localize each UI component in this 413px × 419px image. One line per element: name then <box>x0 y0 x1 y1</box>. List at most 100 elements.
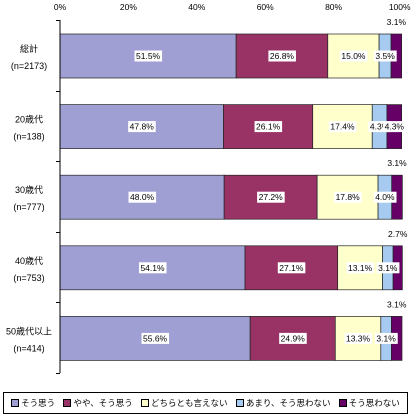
legend-label: あまり、そう思わない <box>245 398 331 408</box>
legend-label: どちらとも言えない <box>151 398 228 408</box>
stacked-bar-chart: 0% 20% 40% 60% 80% 100% 総計 (n=2173) 20歳代 (n=138) 3… <box>6 2 411 374</box>
data-label-background <box>373 50 397 62</box>
legend-item: やや、そう思う <box>63 397 133 409</box>
data-label-background <box>368 121 392 133</box>
data-label-background <box>134 50 163 62</box>
data-label: 55.6% <box>143 333 168 343</box>
data-label-background <box>383 121 406 133</box>
category-name: 30歳代 <box>15 184 43 195</box>
legend-swatch <box>235 399 244 407</box>
data-label-group: 4.3% <box>383 121 406 133</box>
data-label: 48.0% <box>130 192 155 202</box>
data-label-group: 3.1% <box>387 17 407 27</box>
data-label-group: 3.1% <box>387 299 407 309</box>
data-label-group: 24.9% <box>279 332 307 344</box>
data-label-group: 13.3% <box>344 332 373 344</box>
data-label: 26.1% <box>256 122 281 132</box>
x-tick-label: 40% <box>188 2 205 12</box>
data-label-group: 13.1% <box>346 262 375 274</box>
data-label: 3.1% <box>376 333 396 343</box>
category-label: 30歳代 (n=777) <box>13 184 44 212</box>
data-label-background <box>128 191 157 203</box>
category-label: 50歳代以上 (n=414) <box>6 325 52 353</box>
x-axis-ticks: 0% 20% 40% 60% 80% 100% <box>54 2 411 12</box>
legend-item: そう思わない <box>338 397 400 409</box>
legend-swatch <box>338 399 347 407</box>
data-label: 15.0% <box>341 51 366 61</box>
category-name: 20歳代 <box>15 114 43 125</box>
legend-label: やや、そう思う <box>73 398 133 408</box>
category-sample-size: (n=753) <box>13 273 44 283</box>
data-label-group: 26.1% <box>254 121 283 133</box>
x-tick-label: 60% <box>257 2 274 12</box>
data-label: 3.1% <box>387 17 407 27</box>
data-label-background <box>344 332 373 344</box>
data-label-background <box>279 332 307 344</box>
bar-segment <box>223 104 314 149</box>
data-label: 3.5% <box>375 51 395 61</box>
bar-row <box>59 104 403 149</box>
data-label: 17.8% <box>336 192 361 202</box>
data-label: 4.0% <box>375 192 395 202</box>
data-label-background <box>268 50 296 62</box>
bars <box>59 33 403 361</box>
data-label-group: 17.8% <box>334 191 362 203</box>
data-label: 2.7% <box>388 229 408 239</box>
data-label-group: 4.3% <box>368 121 392 133</box>
category-name: 40歳代 <box>15 255 43 266</box>
legend-item: どちらとも言えない <box>141 397 228 409</box>
data-label-background <box>141 332 170 344</box>
data-label: 4.3% <box>385 122 405 132</box>
data-label-group: 54.1% <box>138 262 167 274</box>
data-label: 13.3% <box>346 333 371 343</box>
legend-swatch <box>63 399 72 407</box>
x-tick-label: 0% <box>54 2 67 12</box>
data-label: 4.3% <box>370 122 390 132</box>
category-sample-size: (n=138) <box>13 132 44 142</box>
data-label-group: 27.2% <box>257 191 285 203</box>
category-axis <box>56 20 61 374</box>
category-label: 20歳代 (n=138) <box>13 114 44 142</box>
data-label-background <box>328 121 357 133</box>
data-label: 17.4% <box>330 122 355 132</box>
legend-item: あまり、そう思わない <box>235 397 331 409</box>
data-label: 27.2% <box>259 192 284 202</box>
data-label: 13.1% <box>348 263 373 273</box>
category-sample-size: (n=777) <box>13 202 44 212</box>
data-label: 27.1% <box>279 263 304 273</box>
category-sample-size: (n=414) <box>13 343 44 353</box>
legend-swatch <box>141 399 149 407</box>
data-label-group: 4.0% <box>373 191 397 203</box>
data-label-background <box>376 262 400 274</box>
data-label-background <box>257 191 285 203</box>
data-label-background <box>254 121 283 133</box>
x-tick-label: 80% <box>325 2 342 12</box>
bar-row <box>59 245 403 291</box>
data-label: 24.9% <box>281 333 306 343</box>
data-labels: 51.5% 26.8% 15.0% 3.5% 3.1% 47.8% 26.1% 17.4% 4.… <box>128 17 408 344</box>
data-label: 26.8% <box>270 51 295 61</box>
legend-label: そう思う <box>21 398 56 408</box>
data-label-group: 3.1% <box>387 158 407 168</box>
data-label-group: 3.5% <box>373 50 397 62</box>
data-label-group: 3.1% <box>376 262 400 274</box>
data-label-background <box>138 262 167 274</box>
data-label: 3.1% <box>378 263 398 273</box>
data-label-background <box>334 191 362 203</box>
category-label: 総計 (n=2173) <box>11 43 47 71</box>
category-name: 50歳代以上 <box>6 325 52 336</box>
data-label: 54.1% <box>140 263 165 273</box>
data-label-group: 26.8% <box>268 50 296 62</box>
data-label: 47.8% <box>130 122 155 132</box>
data-label-group: 48.0% <box>128 191 157 203</box>
x-tick-label: 100% <box>389 2 411 12</box>
category-labels: 総計 (n=2173) 20歳代 (n=138) 30歳代 (n=777) 40歳代 (n=7… <box>6 43 52 353</box>
category-name: 総計 <box>20 43 38 54</box>
x-tick-label: 20% <box>120 2 137 12</box>
legend-label: そう思わない <box>348 398 400 408</box>
data-label-background <box>277 262 306 274</box>
data-label-group: 47.8% <box>128 121 156 133</box>
data-label-group: 55.6% <box>141 332 170 344</box>
data-label-background <box>373 191 397 203</box>
data-label: 3.1% <box>387 299 407 309</box>
